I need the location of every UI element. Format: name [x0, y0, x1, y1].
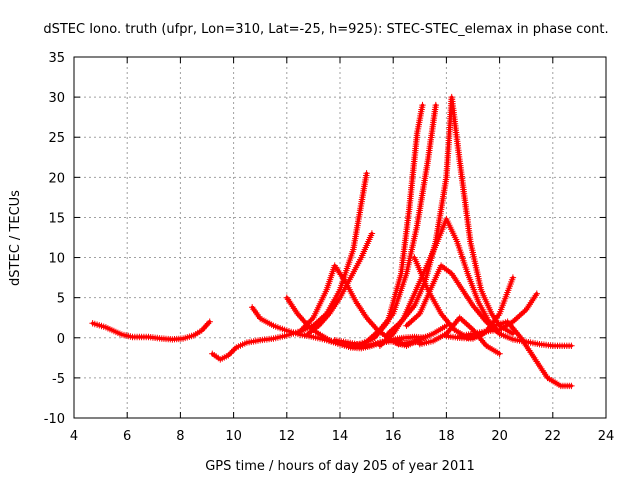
data-point-marker: [302, 322, 310, 329]
series-arc-k: [403, 262, 575, 349]
x-axis-tick-labels: 4 6 8 10 12 14 16 18 20 22 24: [70, 429, 614, 444]
y-tick-label: 30: [48, 91, 65, 106]
y-tick-label: 0: [57, 332, 65, 347]
data-point-marker: [299, 325, 307, 332]
data-point-marker: [509, 274, 517, 281]
y-tick-label: 35: [48, 51, 65, 66]
data-point-marker: [514, 314, 522, 321]
data-point-marker: [419, 101, 426, 109]
x-tick-label: 12: [279, 429, 296, 444]
series-layer: [89, 93, 575, 390]
series-arc-p: [390, 322, 450, 349]
data-point-marker: [408, 318, 415, 325]
series-arc-o: [456, 290, 540, 340]
data-point-marker: [443, 322, 450, 329]
data-point-marker: [298, 326, 305, 333]
x-tick-label: 20: [491, 429, 508, 444]
data-point-marker: [458, 316, 465, 323]
y-tick-label: 5: [57, 292, 65, 307]
data-point-marker: [229, 347, 237, 354]
data-point-marker: [228, 349, 235, 356]
y-tick-label: 15: [48, 211, 65, 226]
y-axis-title: dSTEC / TECUs: [8, 190, 23, 286]
data-point-marker: [384, 330, 392, 337]
data-point-marker: [496, 350, 503, 357]
x-tick-label: 4: [70, 429, 78, 444]
series-arc-e: [304, 230, 376, 337]
data-point-marker: [231, 345, 238, 353]
y-tick-label: -10: [44, 412, 65, 427]
data-point-marker: [533, 290, 540, 297]
y-tick-label: 10: [48, 252, 65, 267]
data-point-marker: [226, 350, 234, 357]
x-tick-label: 14: [332, 429, 349, 444]
axis-ticks: [73, 56, 607, 419]
data-point-marker: [378, 341, 385, 348]
data-point-marker: [463, 320, 470, 327]
x-axis-title: GPS time / hours of day 205 of year 2011: [205, 459, 475, 474]
data-point-marker: [370, 332, 377, 339]
data-point-marker: [308, 316, 316, 323]
x-tick-label: 18: [438, 429, 455, 444]
data-point-marker: [373, 329, 380, 336]
data-point-marker: [296, 328, 304, 335]
y-tick-label: 20: [48, 171, 65, 186]
data-point-marker: [206, 318, 213, 325]
data-point-marker: [432, 101, 439, 109]
data-point-marker: [381, 338, 389, 345]
data-point-marker: [511, 317, 518, 324]
y-tick-label: 25: [48, 131, 65, 146]
x-tick-label: 22: [545, 429, 562, 444]
x-tick-label: 8: [176, 429, 184, 444]
data-point-marker: [519, 309, 527, 316]
x-tick-label: 16: [385, 429, 402, 444]
series-arc-a: [89, 318, 213, 343]
data-point-marker: [568, 382, 575, 390]
data-point-marker: [389, 326, 397, 333]
series-arc-l: [411, 254, 575, 390]
data-point-marker: [394, 321, 402, 328]
data-point-marker: [304, 320, 311, 327]
data-point-marker: [305, 319, 313, 326]
x-tick-label: 24: [598, 429, 615, 444]
data-point-marker: [466, 323, 473, 330]
data-point-marker: [568, 342, 575, 349]
chart-title: dSTEC Iono. truth (ufpr, Lon=310, Lat=-2…: [43, 22, 608, 37]
y-axis-tick-labels: -10 -5 0 5 10 15 20 25 30 35: [44, 51, 65, 427]
data-point-marker: [405, 321, 412, 328]
data-point-marker: [413, 313, 420, 320]
data-point-marker: [363, 170, 370, 177]
y-tick-label: -5: [52, 372, 65, 387]
series-arc-g: [331, 101, 426, 349]
x-tick-label: 6: [123, 429, 131, 444]
data-point-marker: [301, 323, 308, 330]
data-point-marker: [307, 317, 314, 324]
data-point-marker: [368, 230, 376, 237]
series-arc-h: [350, 101, 439, 349]
data-point-marker: [225, 352, 232, 359]
series-arc-m: [416, 314, 503, 357]
data-point-marker: [365, 337, 372, 344]
x-tick-label: 10: [225, 429, 242, 444]
